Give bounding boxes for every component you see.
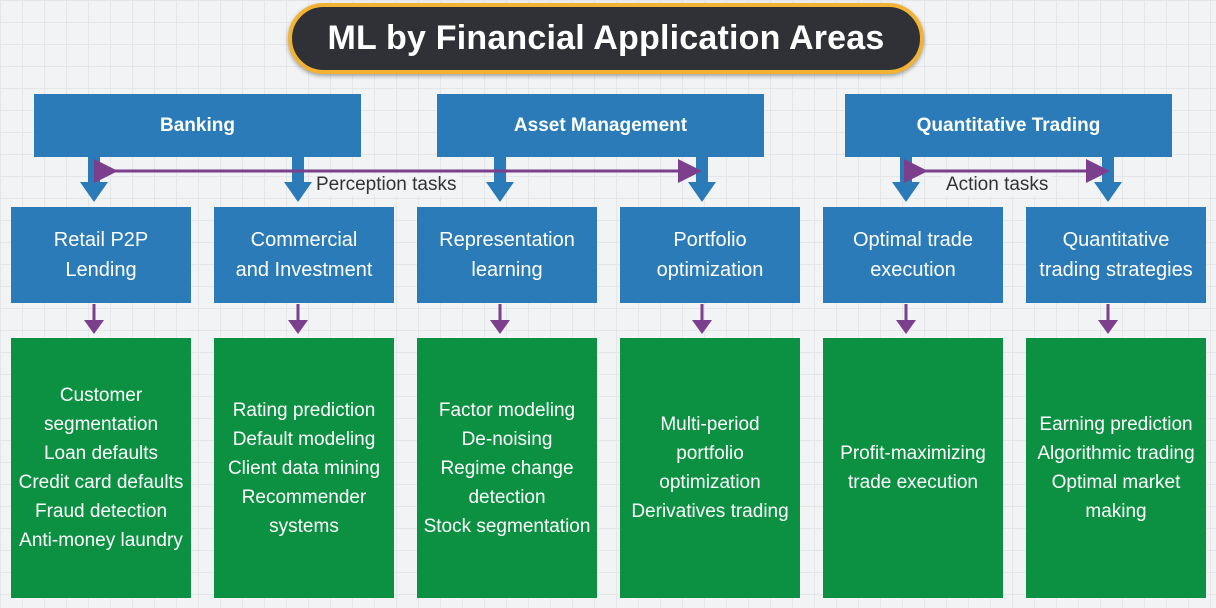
subcategory-text: trading strategies — [1039, 259, 1193, 281]
application-item: Profit-maximizing — [840, 443, 986, 464]
subcategory-commercial-investment: Commercial and Investment — [214, 207, 394, 303]
application-item: detection — [468, 486, 546, 508]
perception-tasks-label: Perception tasks — [312, 174, 461, 196]
application-item: systems — [269, 515, 339, 537]
application-item: portfolio — [676, 443, 744, 464]
applications-optimal-trade-execution: Profit-maximizing trade execution — [823, 338, 1003, 598]
application-item: Factor modeling — [438, 399, 576, 421]
subcategory-text: Retail P2P — [53, 229, 149, 251]
application-item: Optimal market — [1051, 472, 1181, 493]
subcategory-portfolio-optimization: Portfolio optimization — [620, 207, 800, 303]
page-title: ML by Financial Application Areas — [288, 3, 924, 74]
applications-retail-p2p-lending: Customer segmentation Loan defaults Cred… — [11, 338, 191, 598]
applications-representation-learning: Factor modeling De-noising Regime change… — [417, 338, 597, 598]
arrow-asset-representation — [486, 157, 514, 202]
subcategory-retail-p2p-lending: Retail P2P Lending — [11, 207, 191, 303]
application-item: Fraud detection — [34, 501, 168, 522]
applications-portfolio-optimization: Multi-period portfolio optimization Deri… — [620, 338, 800, 598]
application-item: Recommender — [241, 486, 367, 508]
arrow-banking-retail — [80, 157, 108, 202]
arrow-banking-commercial — [284, 157, 312, 202]
application-item: Regime change — [440, 457, 574, 479]
applications-commercial-investment: Rating prediction Default modeling Clien… — [214, 338, 394, 598]
application-item: De-noising — [461, 428, 553, 450]
arrow-quant-strategies — [1094, 157, 1122, 202]
application-item: Anti-money laundry — [19, 530, 183, 551]
subcategory-text: Commercial — [250, 229, 358, 251]
subcategory-text: Quantitative — [1062, 229, 1170, 251]
arrow-sub-4 — [692, 304, 712, 334]
application-item: Rating prediction — [232, 399, 376, 421]
subcategory-text: optimization — [656, 259, 764, 281]
category-banking: Banking — [34, 94, 361, 157]
subcategory-text: Portfolio — [673, 229, 747, 251]
application-item: Customer — [59, 385, 143, 406]
subcategory-text: learning — [471, 259, 543, 281]
arrow-sub-3 — [490, 304, 510, 334]
arrow-sub-1 — [84, 304, 104, 334]
subcategory-text: execution — [870, 259, 956, 281]
application-item: Multi-period — [660, 414, 760, 435]
application-item: trade execution — [848, 472, 978, 493]
application-item: Loan defaults — [43, 443, 159, 464]
application-item: Derivatives trading — [631, 501, 789, 522]
subcategory-arrows — [84, 304, 1118, 334]
category-asset-management: Asset Management — [437, 94, 764, 157]
application-item: Default modeling — [232, 428, 376, 450]
subcategory-representation-learning: Representation learning — [417, 207, 597, 303]
subcategory-quantitative-trading-strategies: Quantitative trading strategies — [1026, 207, 1206, 303]
applications-quantitative-trading-strategies: Earning prediction Algorithmic trading O… — [1026, 338, 1206, 598]
subcategory-optimal-trade-execution: Optimal trade execution — [823, 207, 1003, 303]
action-tasks-label: Action tasks — [942, 174, 1053, 196]
application-item: optimization — [659, 472, 761, 493]
subcategory-text: Representation — [439, 229, 575, 251]
arrow-sub-6 — [1098, 304, 1118, 334]
application-item: Algorithmic trading — [1037, 443, 1195, 464]
arrow-asset-portfolio — [688, 157, 716, 202]
application-item: segmentation — [43, 414, 159, 435]
category-quantitative-trading: Quantitative Trading — [845, 94, 1172, 157]
subcategory-text: Lending — [65, 259, 137, 281]
arrow-sub-2 — [288, 304, 308, 334]
application-item: Earning prediction — [1039, 414, 1193, 435]
application-item: making — [1085, 501, 1147, 522]
application-item: Credit card defaults — [18, 472, 184, 493]
arrow-sub-5 — [896, 304, 916, 334]
subcategory-text: and Investment — [235, 259, 373, 281]
arrow-quant-optimal — [892, 157, 920, 202]
application-item: Client data mining — [227, 457, 381, 479]
subcategory-text: Optimal trade — [852, 229, 974, 251]
application-item: Stock segmentation — [423, 515, 591, 537]
